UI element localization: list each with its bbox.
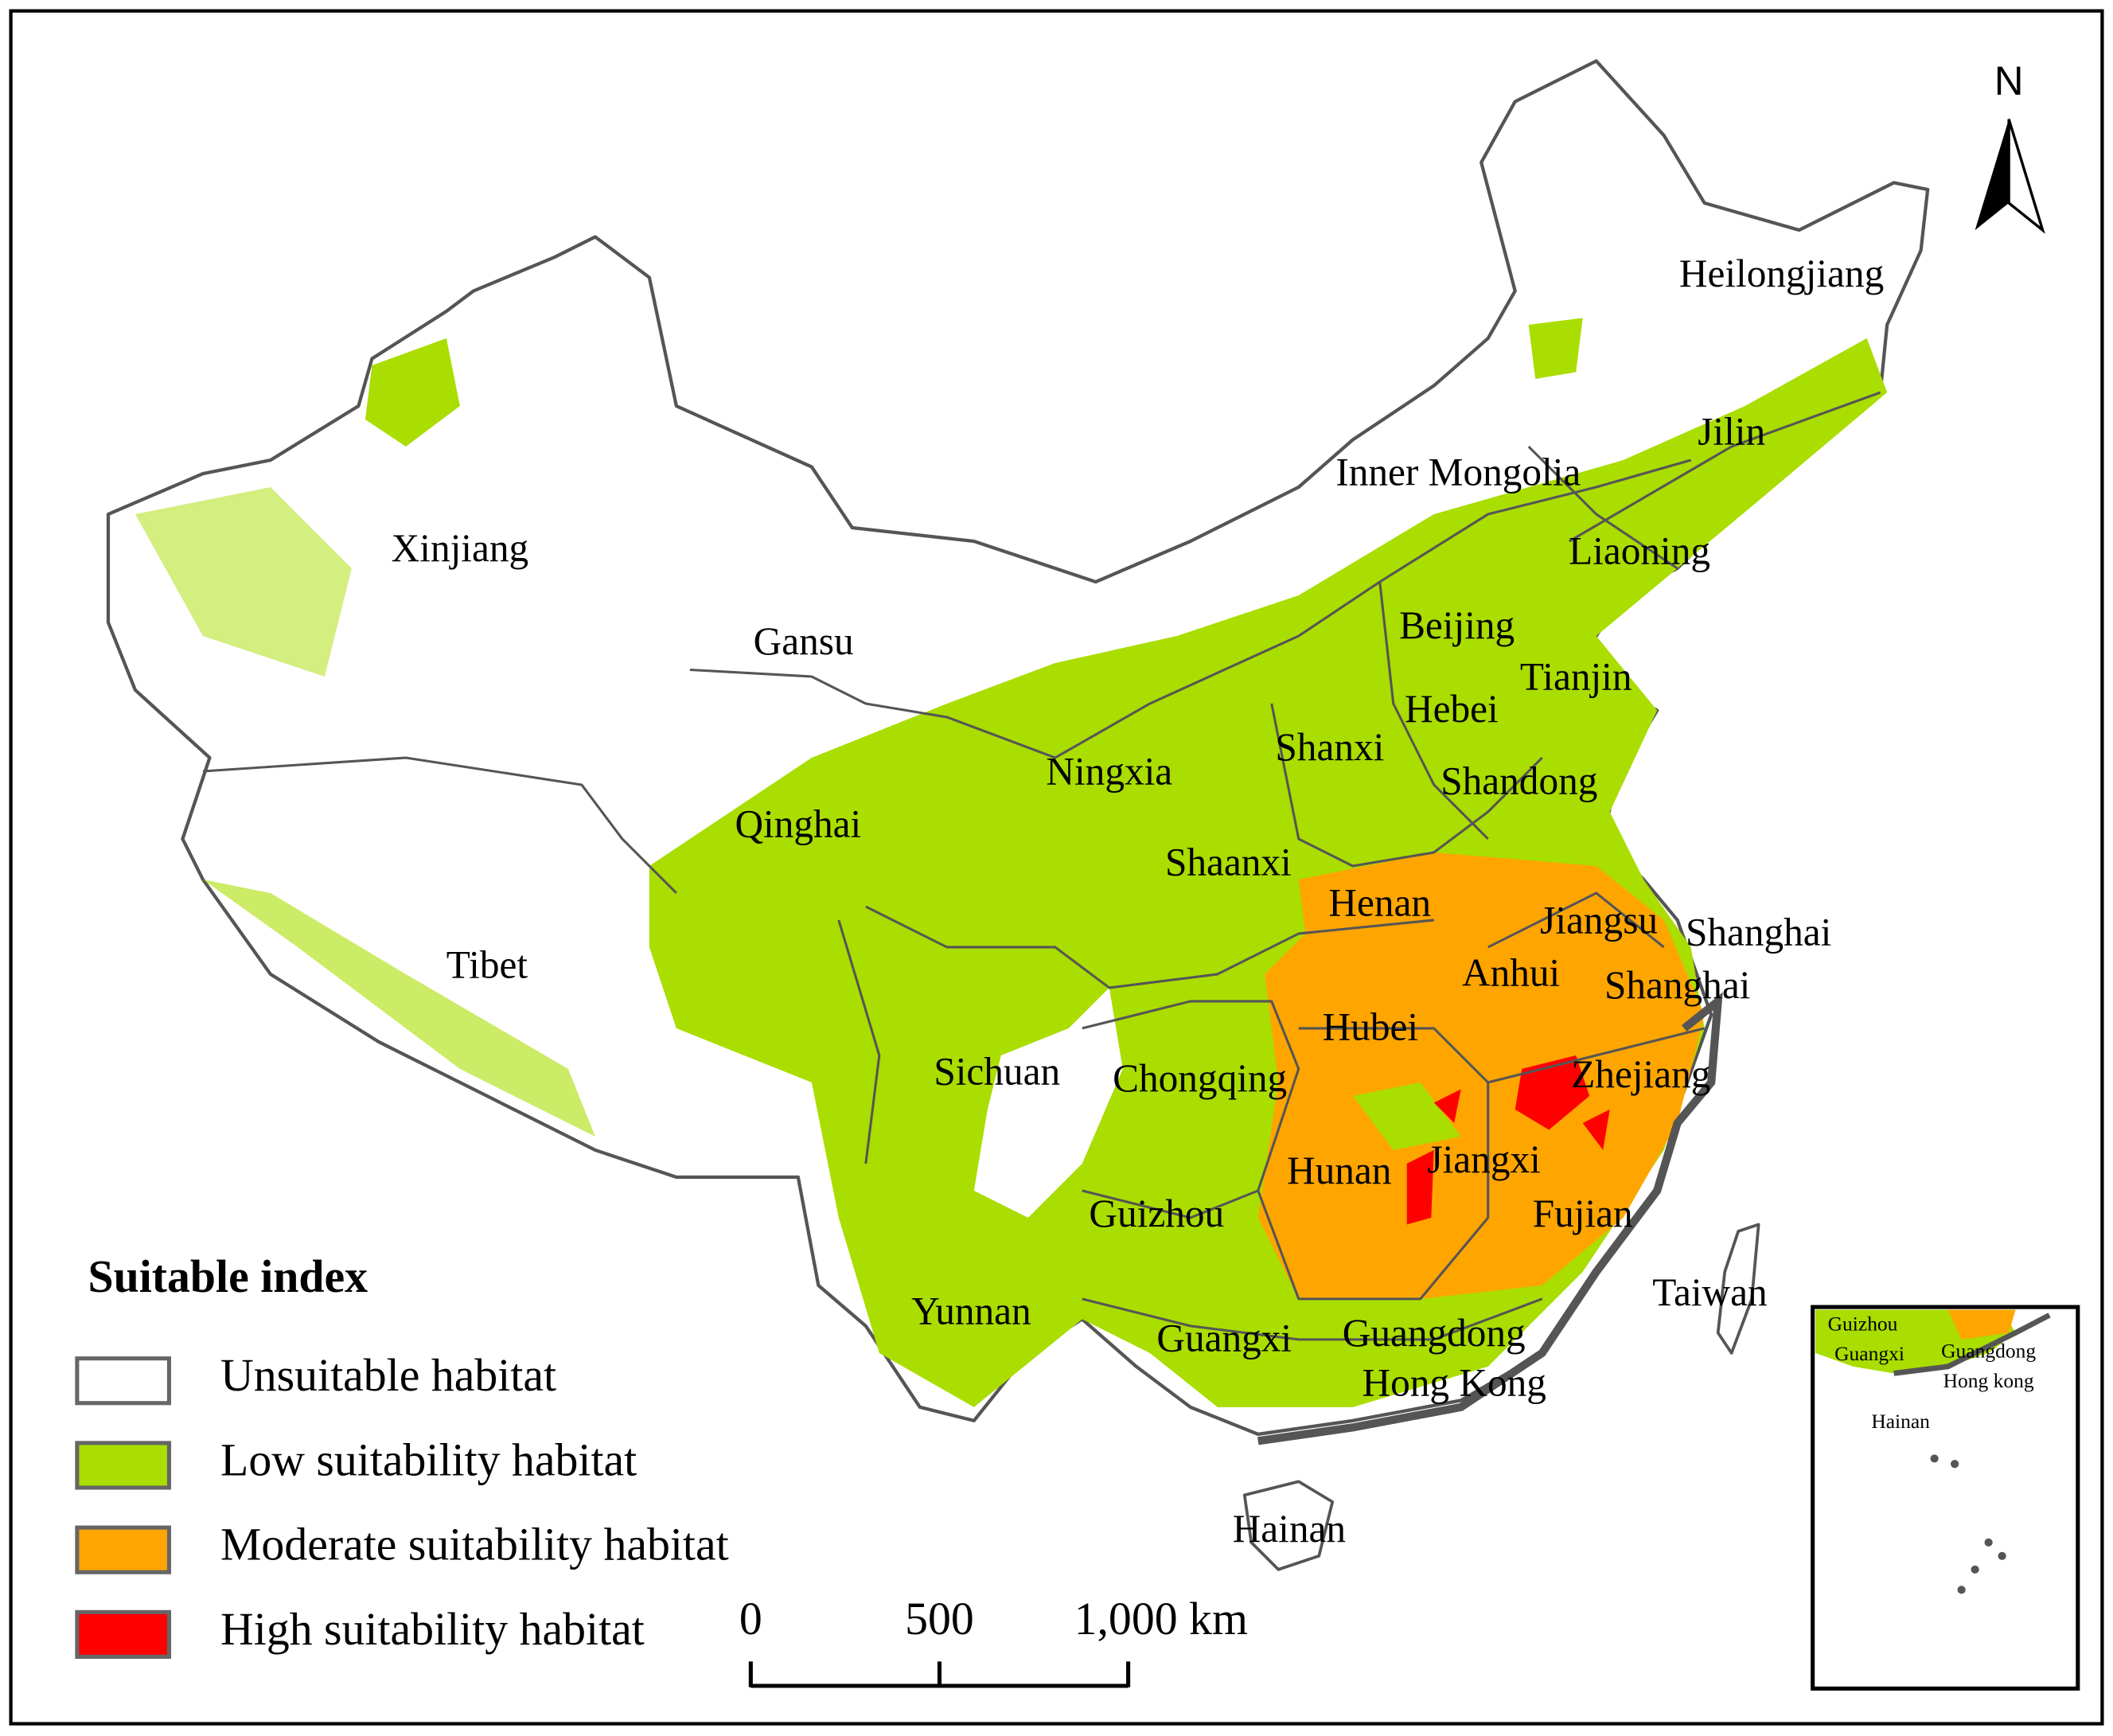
province-label: Heilongjiang [1679,252,1884,295]
province-label: Zhejiang [1571,1052,1710,1096]
province-label: Liaoning [1569,529,1710,572]
low-suitability-area [202,879,595,1137]
province-label: Jiangxi [1427,1137,1540,1181]
legend-label: Low suitability habitat [220,1434,637,1485]
province-label: Guizhou [1089,1192,1224,1235]
province-label: Taiwan [1652,1270,1767,1314]
province-label: Chongqing [1113,1056,1287,1100]
low-suitability-area [134,487,352,677]
province-label: Shanghai [1604,963,1750,1007]
province-label: Ningxia [1046,749,1172,793]
province-labels: Heilongjiang Jilin Inner Mongolia Liaoni… [392,252,1885,1551]
province-label: Hunan [1287,1149,1391,1192]
scale-bar: 0 500 1,000 km [739,1594,1248,1688]
inset-label: Guangdong [1941,1340,2036,1363]
province-label: Shanxi [1275,725,1384,769]
province-label: Jilin [1698,410,1765,454]
legend-swatch [75,1525,172,1574]
hainan-island [1242,1480,1335,1571]
scale-label: 0 [739,1594,762,1644]
north-arrow: N [1975,58,2045,234]
province-label: Tibet [446,942,528,986]
province-label: Shandong [1441,759,1597,802]
province-label: Hainan [1233,1507,1346,1551]
high-suitability-area [1582,1109,1610,1150]
inset-label: Guangxi [1834,1342,1904,1365]
province-label: Henan [1328,880,1431,924]
low-suitability-area [365,338,460,447]
province-label: Guangxi [1156,1317,1292,1360]
province-label: Fujian [1533,1192,1633,1235]
legend-swatch [75,1609,172,1660]
province-label: Guangdong [1343,1311,1526,1355]
inset-label: Guizhou [1828,1313,1898,1336]
province-label: Gansu [754,619,854,663]
taiwan-island [1716,1223,1760,1355]
high-suitability-area [1406,1149,1434,1225]
legend-swatch [75,1441,172,1490]
province-label: Anhui [1462,951,1560,995]
legend: Suitable index Unsuitable habitat Low sui… [75,1251,729,1660]
province-label: Jiangsu [1540,898,1658,942]
province-label: Yunnan [911,1289,1031,1333]
legend-label: Unsuitable habitat [220,1350,556,1401]
legend-label: High suitability habitat [220,1604,645,1655]
province-label: Inner Mongolia [1335,451,1581,494]
coastline [1257,992,1723,1445]
province-label: Hebei [1405,687,1499,731]
province-boundaries [202,391,1881,1341]
province-label: Beijing [1399,603,1515,647]
province-label: Shanghai [1686,911,1831,954]
moderate-suitability-area [1947,1309,2016,1340]
unsuitable-area [973,987,1123,1218]
province-label: Qinghai [735,802,861,846]
province-label: Xinjiang [392,526,528,570]
inset-label: Hong kong [1943,1369,2034,1392]
province-label: Tianjin [1520,654,1632,698]
high-suitability-area [1433,1089,1461,1123]
legend-swatch [75,1356,172,1406]
scale-label: 500 [905,1594,974,1644]
inset-label: Hainan [1871,1410,1930,1433]
low-suitability-area [1352,1082,1461,1150]
province-label: Sichuan [934,1050,1060,1094]
legend-title: Suitable index [88,1251,368,1302]
legend-label: Moderate suitability habitat [220,1519,729,1570]
province-label: Hong Kong [1363,1361,1546,1405]
low-suitability-area [1528,318,1583,380]
province-label: Shaanxi [1165,840,1292,884]
inset-map: Guizhou Guangxi Guangdong Hong kong Hain… [1811,1305,2080,1691]
high-suitability-area [1515,1055,1590,1130]
province-label: Hubei [1323,1005,1418,1049]
scale-label: 1,000 km [1074,1594,1248,1644]
north-label: N [1994,58,2024,103]
